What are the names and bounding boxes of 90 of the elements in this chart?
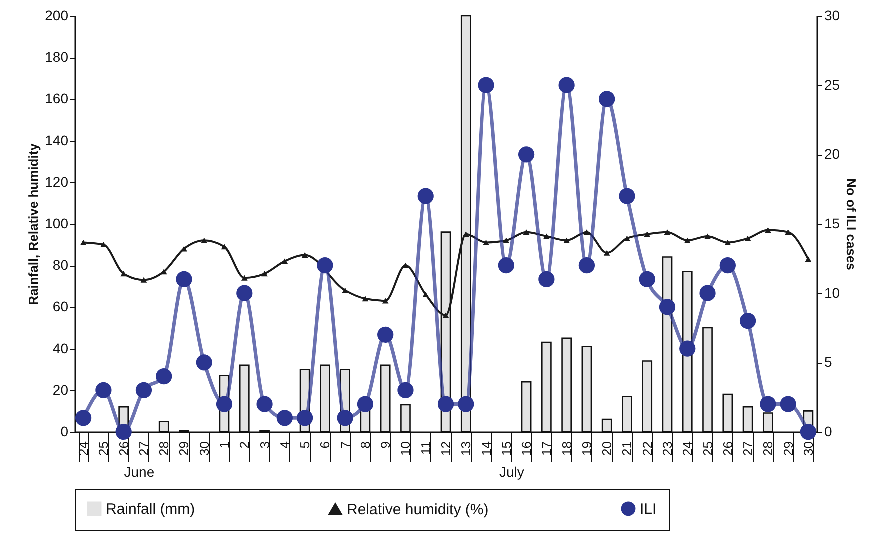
point (680, 340, 696, 357)
point (518, 146, 535, 163)
y2-tick-label: 20 (824, 146, 840, 162)
point (619, 188, 636, 204)
point (599, 91, 616, 108)
point (116, 424, 132, 440)
y-tick-label: 20 (52, 382, 69, 398)
x-tick-label: 25 (96, 442, 112, 456)
point (236, 285, 253, 302)
x-tick-label: 15 (498, 442, 514, 456)
x-tick-label: 29 (780, 442, 796, 456)
text: June (124, 464, 155, 480)
point (578, 258, 596, 274)
point (458, 396, 474, 412)
x-tick-label: 24 (680, 442, 696, 456)
point (720, 258, 736, 274)
x-tick-label: 9 (378, 442, 394, 449)
point (800, 424, 817, 440)
x-tick-label: 30 (196, 442, 212, 456)
y-tick-label: 100 (45, 216, 69, 232)
y2-tick-label: 0 (824, 424, 832, 440)
x-tick-label: 30 (800, 442, 816, 456)
point (558, 77, 575, 94)
x-tick-label: 29 (176, 442, 192, 456)
point (216, 396, 233, 412)
y2-tick-label: 10 (824, 284, 840, 301)
x-tick-label: 13 (458, 442, 474, 456)
y2-tick-label: 5 (824, 354, 832, 370)
point (357, 396, 374, 412)
point (538, 271, 555, 288)
y-tick-label: 60 (52, 298, 69, 315)
point (639, 271, 656, 288)
point (156, 368, 172, 385)
point (75, 410, 92, 426)
x-tick-label: 14 (478, 442, 494, 456)
point (780, 396, 796, 412)
y-tick-label: 200 (45, 8, 69, 24)
x-tick-label: 8 (358, 442, 373, 449)
x-tick-label: 28 (156, 442, 172, 456)
point (478, 77, 494, 94)
x-tick-label: 20 (600, 442, 615, 456)
text: July (499, 464, 524, 480)
x-tick-label: 12 (438, 442, 454, 456)
x-tick-label: 6 (318, 442, 333, 449)
point (740, 313, 756, 330)
y2-tick-label: 25 (824, 76, 840, 93)
x-tick-label: 27 (740, 442, 756, 456)
point (136, 382, 152, 398)
point (337, 410, 354, 426)
x-tick-label: 21 (620, 442, 635, 456)
x-tick-label: 22 (640, 442, 655, 456)
point (176, 271, 192, 288)
point (378, 326, 394, 343)
x-tick-label: 10 (398, 442, 414, 456)
y-tick-label: 120 (45, 174, 69, 190)
x-tick-label: 23 (660, 442, 675, 456)
point (96, 382, 112, 398)
y-tick-label: 0 (60, 424, 69, 440)
point (659, 299, 676, 316)
x-tick-label: 17 (539, 442, 554, 456)
y2-tick-label: 15 (824, 216, 840, 232)
y-tick-label: 140 (45, 132, 69, 148)
y-tick-label: 40 (52, 340, 69, 356)
x-tick-label: 7 (338, 442, 353, 449)
point (276, 410, 293, 426)
point (418, 188, 434, 204)
x-tick-label: 28 (760, 442, 776, 456)
point (498, 258, 514, 274)
x-tick-label: 1 (217, 442, 232, 449)
y-tick-label: 80 (52, 257, 69, 274)
x-tick-label: 2 (237, 442, 252, 449)
y2-tick-label: 30 (824, 8, 840, 24)
point (398, 382, 414, 398)
point (438, 396, 454, 412)
legend-label: ILI (640, 500, 657, 518)
y-axis-title: Rainfall, Relative humidity (26, 142, 42, 306)
point (196, 354, 212, 371)
legend-label: Rainfall (mm) (106, 500, 196, 518)
y-tick-label: 160 (45, 90, 69, 107)
y2-axis-title: No of ILI cases (844, 178, 860, 270)
y-tick-label: 180 (45, 49, 69, 66)
point (700, 285, 716, 302)
point (256, 396, 273, 412)
point (760, 396, 776, 412)
legend-label: Relative humidity (%) (347, 501, 489, 518)
point (296, 410, 314, 426)
x-tick-label: 4 (277, 442, 292, 449)
point (317, 258, 334, 274)
x-tick-label: 5 (298, 442, 313, 449)
x-tick-label: 16 (519, 442, 534, 456)
